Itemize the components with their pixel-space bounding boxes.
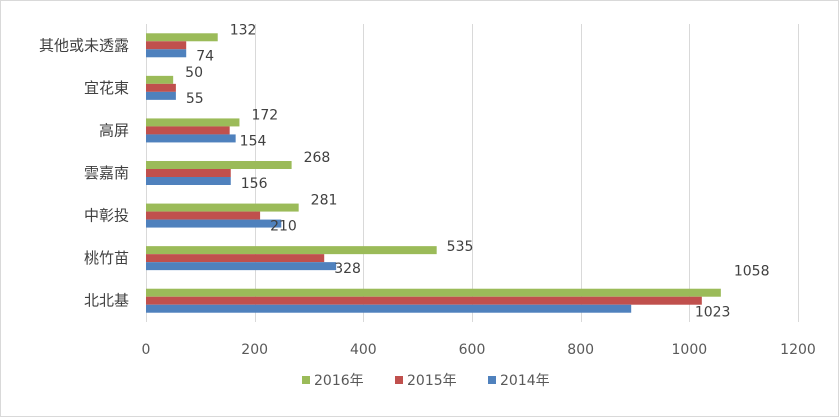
- x-tick-label: 800: [567, 342, 594, 358]
- gridlines: [146, 24, 799, 322]
- x-tick-label: 200: [241, 342, 268, 358]
- bar-2015年-雲嘉南: [146, 169, 231, 177]
- bar-2016年-高屏: [146, 118, 240, 127]
- x-tick-label: 0: [142, 342, 151, 358]
- bar-2015年-北北基: [146, 296, 702, 305]
- category-label: 宜花東: [84, 79, 129, 97]
- data-label: 154: [240, 133, 267, 149]
- bars: [146, 33, 721, 313]
- data-label: 55: [186, 91, 204, 107]
- data-label: 210: [270, 219, 297, 235]
- legend-item: 2014年: [500, 373, 550, 389]
- bar-2014年-高屏: [146, 134, 236, 143]
- category-label: 北北基: [84, 292, 129, 310]
- legend-swatch: [395, 376, 403, 384]
- x-axis-ticks: 0 200 400 600 800 1000 1200: [142, 342, 816, 358]
- category-label: 高屏: [99, 121, 129, 139]
- data-label: 1058: [734, 264, 770, 280]
- category-label: 其他或未透露: [39, 36, 129, 54]
- bar-2014年-其他或未透露: [146, 49, 187, 58]
- bar-2016年-雲嘉南: [146, 161, 292, 169]
- legend: 2016年 2015年 2014年: [302, 373, 550, 389]
- data-label: 74: [196, 48, 214, 64]
- legend-swatch: [488, 376, 496, 384]
- bar-2014年-桃竹苗: [146, 262, 337, 271]
- bar-2014年-宜花東: [146, 91, 176, 100]
- data-label: 281: [311, 193, 338, 209]
- x-tick-label: 1000: [672, 342, 708, 358]
- data-label: 535: [447, 239, 474, 255]
- data-label: 132: [230, 22, 257, 38]
- data-label: 50: [185, 65, 203, 81]
- x-tick-label: 1200: [780, 342, 816, 358]
- legend-swatch: [302, 376, 310, 384]
- category-label: 雲嘉南: [84, 164, 129, 182]
- bar-2015年-桃竹苗: [146, 254, 325, 263]
- bar-2015年-中彰投: [146, 211, 261, 220]
- bar-2016年-桃竹苗: [146, 246, 437, 255]
- bar-2016年-中彰投: [146, 203, 299, 212]
- x-tick-label: 400: [350, 342, 377, 358]
- data-label: 328: [334, 261, 361, 277]
- legend-item: 2015年: [407, 373, 457, 389]
- bar-2014年-雲嘉南: [146, 177, 231, 185]
- category-label: 桃竹苗: [84, 249, 129, 267]
- bar-2016年-北北基: [146, 288, 721, 297]
- bar-2014年-中彰投: [146, 219, 282, 228]
- bar-2015年-高屏: [146, 126, 230, 135]
- data-label: 172: [251, 107, 278, 123]
- category-label: 中彰投: [84, 207, 129, 225]
- bar-2014年-北北基: [146, 304, 632, 313]
- data-label: 1023: [695, 305, 731, 321]
- bar-2015年-宜花東: [146, 83, 176, 92]
- bar-2016年-宜花東: [146, 75, 174, 84]
- bar-2016年-其他或未透露: [146, 33, 218, 42]
- data-label: 156: [241, 176, 268, 192]
- bar-2015年-其他或未透露: [146, 41, 187, 50]
- legend-item: 2016年: [314, 373, 364, 389]
- x-tick-label: 600: [459, 342, 486, 358]
- data-label: 268: [304, 150, 331, 166]
